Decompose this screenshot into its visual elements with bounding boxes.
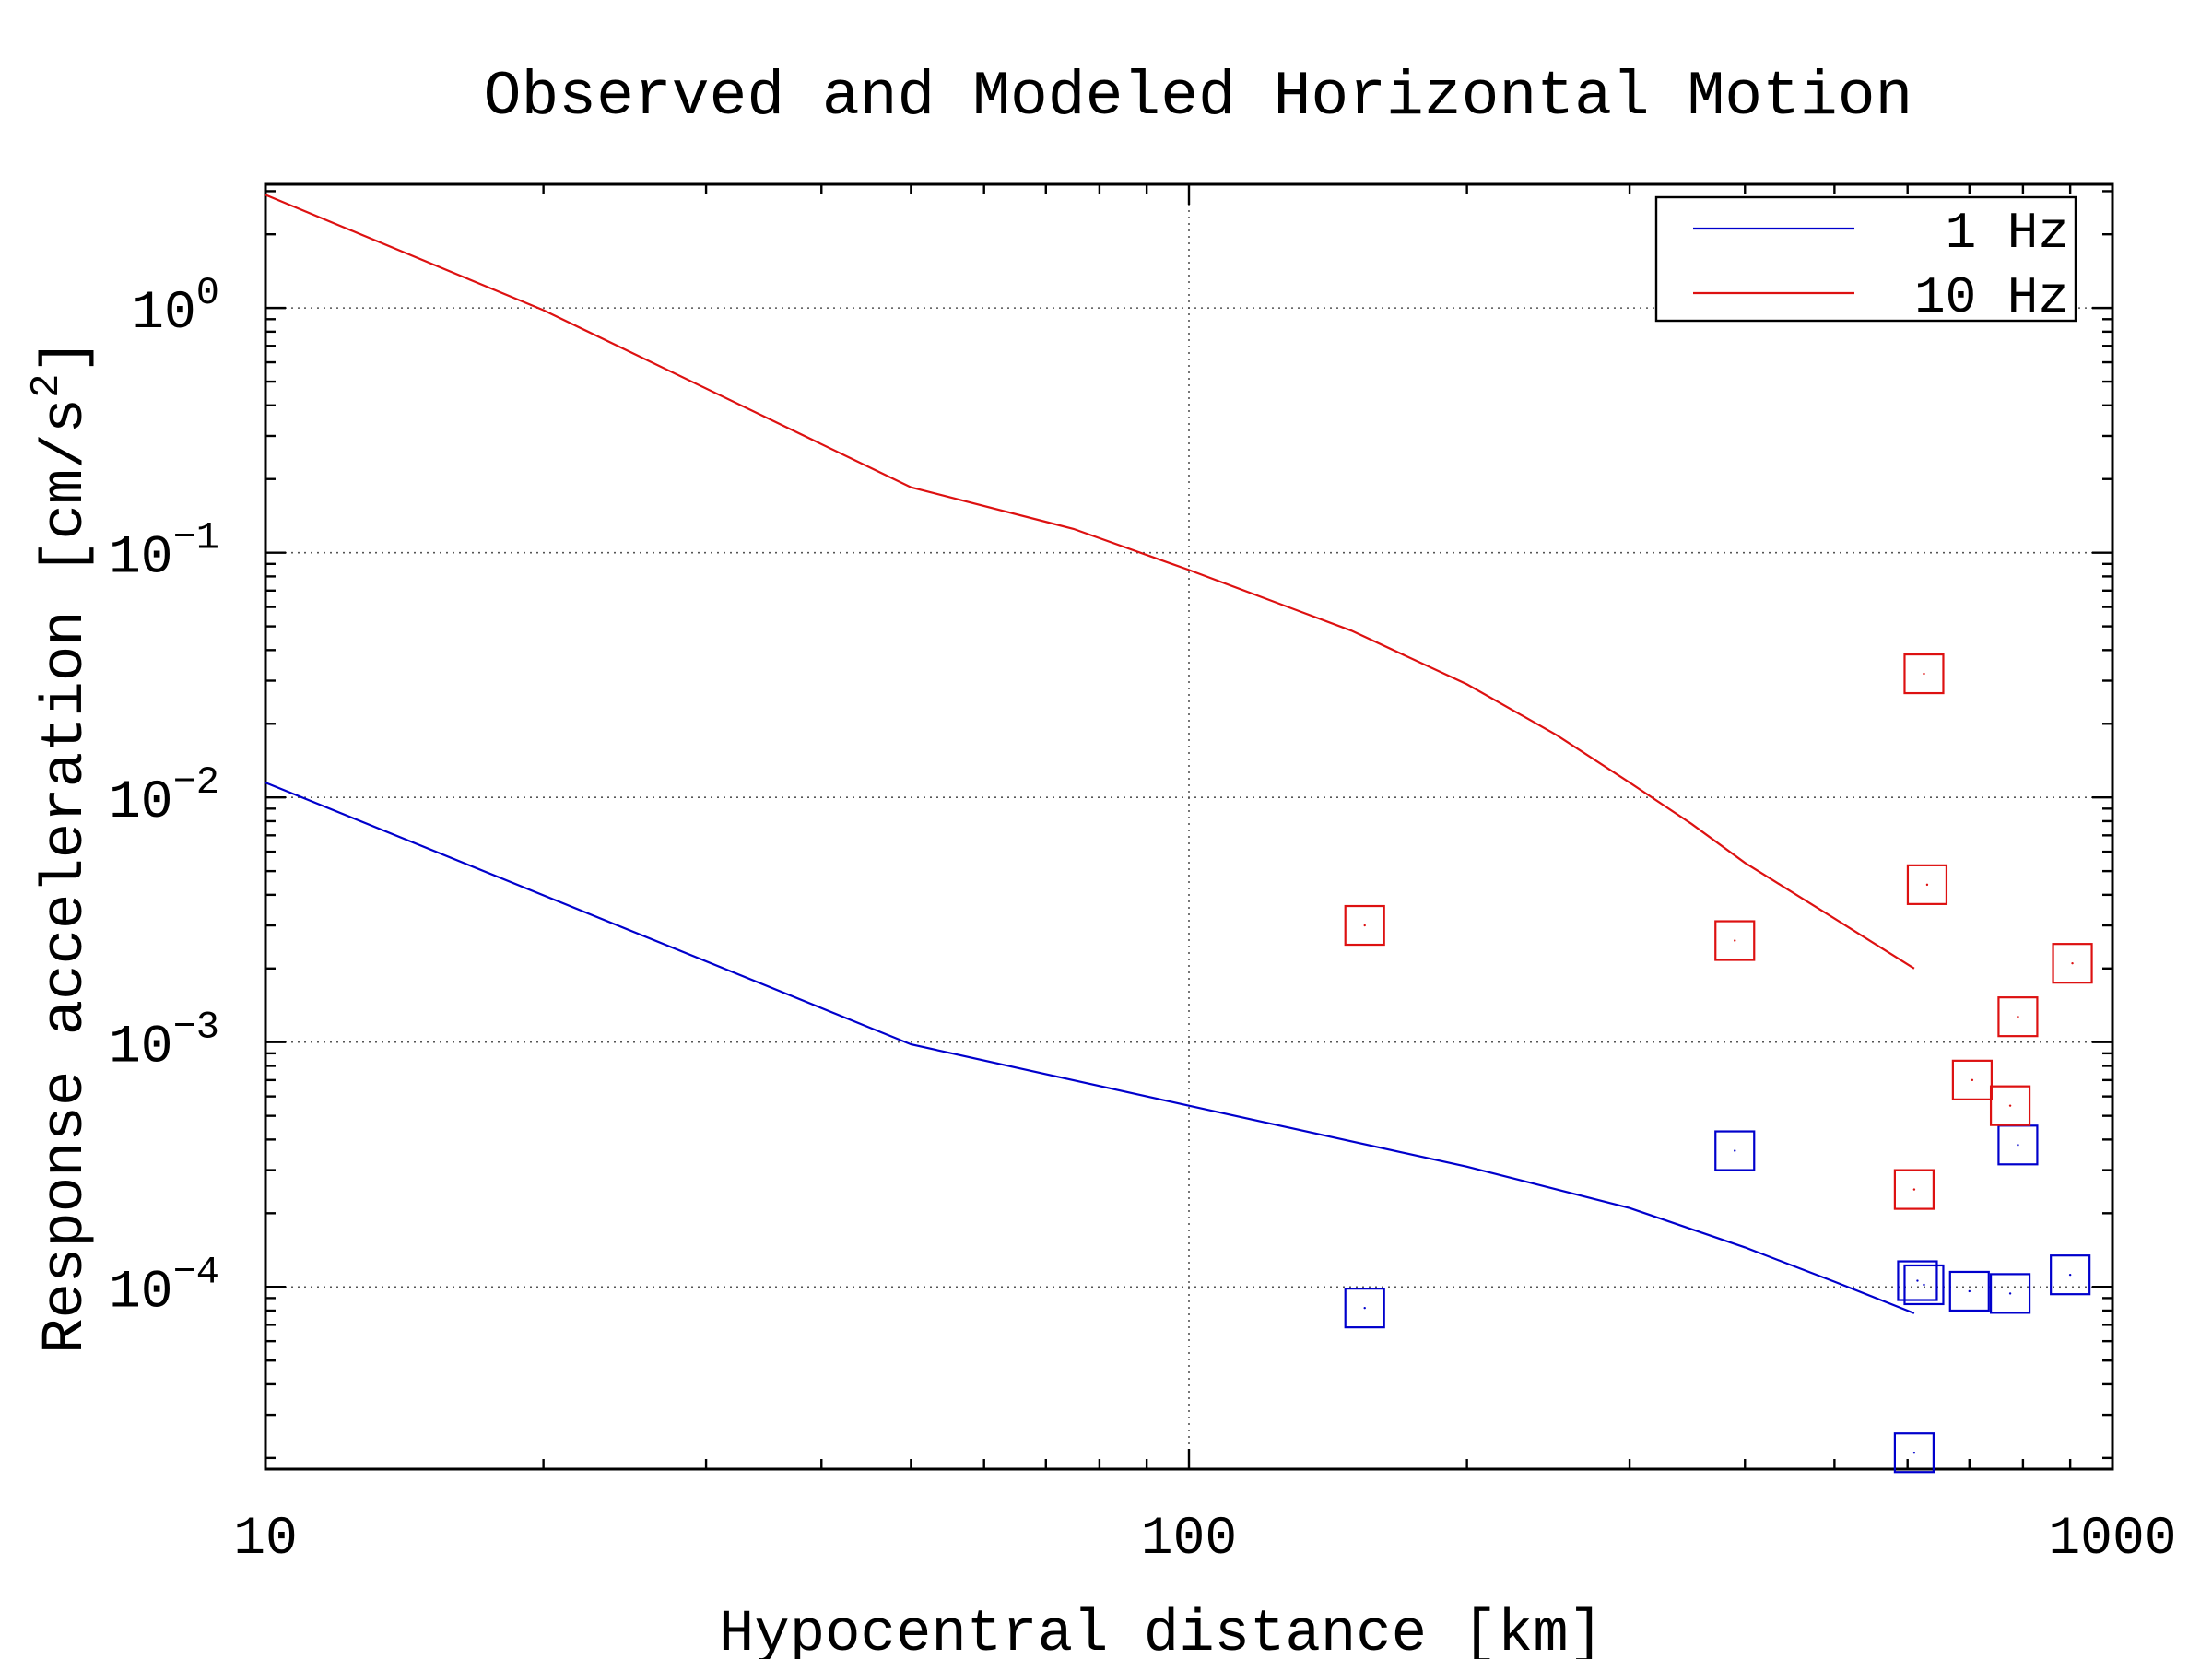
tick-marks — [264, 184, 2114, 1469]
observed-point-center — [2008, 1292, 2012, 1295]
observed-point — [1714, 1130, 1756, 1171]
observed-point — [1951, 1059, 1993, 1100]
observed-point — [1897, 1260, 1938, 1301]
observed-point — [2050, 1254, 2091, 1296]
observed-point-center — [2017, 1015, 2019, 1018]
series-line — [265, 194, 1915, 970]
y-axis-label-superscript: 2 — [24, 374, 70, 398]
observed-point — [2052, 943, 2093, 984]
observed-point-center — [1912, 1452, 1916, 1454]
observed-point — [1903, 1264, 1945, 1306]
y-tick-base: 10 — [109, 529, 173, 589]
x-axis-label: Hypocentral distance [km] — [719, 1602, 1604, 1659]
y-tick-label: 10−2 — [109, 760, 219, 833]
observed-point — [1989, 1273, 2031, 1314]
y-tick-exponent: −4 — [173, 1250, 219, 1294]
observed-point — [1893, 1432, 1936, 1474]
x-tick-label: 1000 — [2048, 1510, 2176, 1570]
observed-point-center — [1363, 924, 1366, 927]
series-line — [265, 782, 1915, 1314]
observed-point-center — [1923, 1283, 1925, 1287]
y-axis-label-main: Response acceleration [cm/s — [33, 398, 100, 1354]
y-tick-label: 100 — [132, 271, 219, 344]
x-tick-label: 10 — [233, 1510, 298, 1570]
y-axis-label: Response acceleration [cm/s2] — [24, 338, 100, 1354]
legend-label: 1 Hz — [1946, 204, 2069, 263]
observed-point-center — [2008, 1104, 2012, 1107]
observed-point-center — [1925, 883, 1929, 887]
y-tick-label: 10−4 — [109, 1250, 219, 1323]
observed-point — [1948, 1270, 1990, 1312]
observed-point — [1344, 1288, 1385, 1329]
y-tick-base: 10 — [132, 284, 196, 344]
y-tick-exponent: −3 — [173, 1006, 219, 1050]
legend-label: 10 Hz — [1914, 268, 2069, 327]
legend-box — [1654, 195, 2077, 323]
observed-point-center — [1734, 1149, 1736, 1152]
y-axis-label-close: ] — [33, 338, 100, 373]
observed-point — [1714, 920, 1756, 961]
observed-point — [1989, 1085, 2031, 1126]
observed-point-center — [1916, 1279, 1919, 1282]
y-tick-label: 10−3 — [109, 1006, 219, 1078]
observed-point-center — [1923, 672, 1925, 676]
x-tick-labels: 10 100 1000 — [233, 1510, 2176, 1570]
y-tick-exponent: −2 — [173, 760, 219, 805]
observed-markers — [1344, 653, 2093, 1474]
y-tick-base: 10 — [109, 1018, 173, 1078]
observed-point-center — [1363, 1306, 1366, 1310]
y-tick-base: 10 — [109, 773, 173, 833]
observed-point-center — [1734, 939, 1736, 942]
observed-point — [1997, 996, 2039, 1038]
observed-point-center — [2068, 1273, 2072, 1277]
observed-point — [1906, 864, 1948, 905]
grid-lines — [265, 184, 2112, 1469]
observed-point-center — [2071, 961, 2074, 965]
model-lines — [265, 194, 1915, 1314]
chart-title: Observed and Modeled Horizontal Motion — [484, 62, 1913, 133]
observed-point-center — [1971, 1078, 1974, 1082]
y-tick-exponent: 0 — [196, 271, 219, 315]
observed-point — [1903, 653, 1945, 695]
x-tick-label: 100 — [1141, 1510, 1237, 1570]
observed-point-center — [1968, 1289, 1971, 1293]
y-tick-exponent: −1 — [173, 516, 219, 560]
observed-point — [1893, 1169, 1936, 1210]
y-tick-label: 10−1 — [109, 516, 219, 589]
observed-point-center — [1912, 1188, 1916, 1191]
observed-point — [1344, 904, 1385, 947]
y-tick-base: 10 — [109, 1263, 173, 1323]
observed-point-center — [2017, 1144, 2019, 1147]
